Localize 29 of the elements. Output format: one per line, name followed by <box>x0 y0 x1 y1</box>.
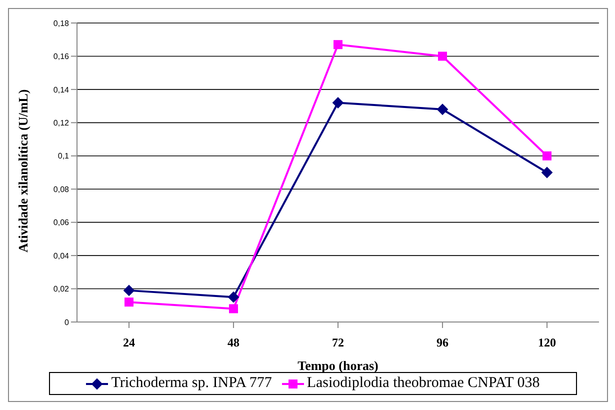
point <box>124 284 134 296</box>
y-tick-label: 0,18 <box>53 18 70 28</box>
point <box>542 167 552 178</box>
legend-label: Trichoderma sp. INPA 777 <box>111 375 272 392</box>
point <box>332 97 344 108</box>
point <box>437 104 448 115</box>
y-tick-label: 0,08 <box>53 184 70 194</box>
x-tick-label: 24 <box>123 336 135 350</box>
point <box>334 40 342 50</box>
y-tick-label: 0,04 <box>53 251 70 260</box>
point <box>124 298 134 307</box>
y-tick-label: 0,16 <box>53 52 70 62</box>
x-tick-label: 72 <box>332 336 344 350</box>
x-tick-label: 48 <box>228 336 240 350</box>
y-tick-label: 0 <box>64 318 70 327</box>
point <box>228 292 239 303</box>
x-axis-title: Tempo (horas) <box>298 358 378 373</box>
y-tick-label: 0,12 <box>53 118 70 128</box>
x-tick-label: 96 <box>436 336 448 350</box>
y-tick-label: 0,14 <box>53 85 70 94</box>
legend-label: Lasiodiplodia theobromae CNPAT 038 <box>306 375 540 392</box>
point <box>542 151 552 160</box>
x-tick-label: 120 <box>538 336 556 350</box>
y-tick-label: 0,06 <box>53 218 70 228</box>
point <box>438 52 447 61</box>
y-tick-label: 0,1 <box>58 152 70 161</box>
y-tick-label: 0,02 <box>53 284 70 294</box>
y-axis-title: Atividade xilanolítica (U/mL) <box>16 89 31 252</box>
point <box>229 304 238 314</box>
